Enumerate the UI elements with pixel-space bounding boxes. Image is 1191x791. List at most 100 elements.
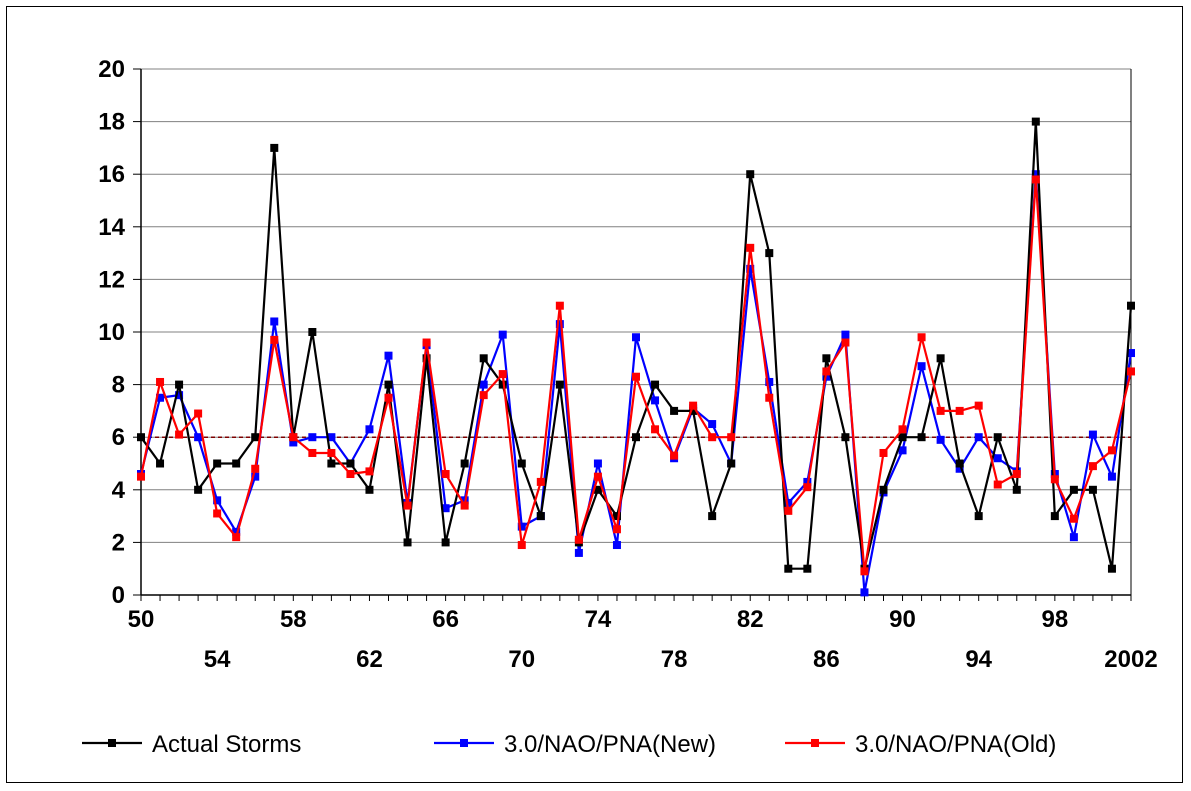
y-tick-label: 14 [98, 214, 125, 241]
data-point [441, 470, 450, 479]
data-point [593, 472, 602, 481]
data-point [232, 459, 241, 468]
data-point [251, 433, 260, 442]
data-point [1031, 175, 1040, 184]
data-point [898, 425, 907, 434]
data-point [536, 477, 545, 486]
data-point [841, 330, 850, 339]
data-point [632, 333, 640, 342]
data-point [308, 433, 317, 442]
data-point [765, 377, 774, 386]
data-point [289, 433, 298, 442]
data-point [156, 377, 165, 386]
data-point [270, 335, 279, 344]
data-point [708, 433, 717, 442]
data-point [936, 406, 945, 415]
data-point [346, 459, 355, 468]
data-point [441, 504, 450, 513]
data-point [175, 380, 184, 389]
y-tick-label: 6 [112, 424, 125, 451]
legend-swatch-marker [460, 739, 468, 747]
data-point [460, 501, 469, 510]
data-point [593, 459, 602, 468]
data-point [1127, 367, 1135, 376]
data-point [708, 420, 717, 429]
data-point [784, 506, 793, 515]
x-tick-label: 78 [661, 646, 688, 673]
data-point [251, 472, 260, 481]
legend-label: Actual Storms [152, 731, 301, 758]
data-point [308, 448, 317, 457]
data-point [194, 409, 203, 418]
data-point [498, 370, 507, 379]
data-point [765, 393, 774, 402]
data-point [689, 406, 698, 415]
data-point [860, 567, 869, 576]
data-point [365, 485, 374, 494]
data-point [708, 512, 717, 521]
data-point [479, 354, 488, 363]
legend-swatch-marker [108, 739, 116, 747]
legend-label: 3.0/NAO/PNA(New) [504, 731, 716, 758]
data-point [1069, 533, 1078, 542]
y-tick-label: 20 [98, 56, 125, 83]
data-point [784, 498, 793, 507]
data-point [651, 425, 660, 434]
y-tick-label: 16 [98, 161, 125, 188]
data-point [917, 362, 926, 371]
data-point [346, 470, 355, 479]
data-point [746, 264, 755, 273]
data-point [898, 446, 907, 455]
data-point [232, 527, 241, 536]
data-point [632, 372, 640, 381]
data-point [460, 459, 469, 468]
data-point [879, 448, 888, 457]
data-point [156, 459, 165, 468]
x-tick-label: 98 [1041, 606, 1068, 633]
data-point [232, 533, 241, 542]
tick-labels: 0 2 4 6 8 10 12 14 16 18 20 50 58 66 74 82 90 98 54 62 70 78 8… [98, 56, 1157, 673]
data-point [1012, 485, 1021, 494]
y-tick-label: 18 [98, 109, 125, 136]
data-point [860, 588, 869, 597]
data-point [1107, 446, 1116, 455]
data-point [917, 433, 926, 442]
x-tick-label: 74 [585, 606, 612, 633]
data-point [1031, 117, 1040, 126]
data-point [1069, 485, 1078, 494]
data-point [974, 401, 983, 410]
data-point [213, 496, 222, 505]
data-point [536, 512, 545, 521]
data-point [822, 367, 831, 376]
y-tick-label: 4 [112, 477, 126, 504]
data-point [365, 425, 374, 434]
data-point [612, 525, 621, 534]
data-point [270, 143, 279, 152]
x-tick-label: 82 [737, 606, 764, 633]
data-point [670, 406, 679, 415]
data-point [1088, 430, 1097, 439]
data-point [917, 333, 926, 342]
data-point [517, 522, 526, 531]
data-point [765, 249, 774, 258]
y-tick-label: 12 [98, 266, 125, 293]
data-point [1031, 170, 1040, 179]
data-point [308, 328, 317, 336]
data-point [270, 317, 279, 326]
data-point [574, 535, 583, 544]
data-point [689, 401, 698, 410]
legend-label: 3.0/NAO/PNA(Old) [855, 731, 1056, 758]
x-tick-label: 54 [204, 646, 231, 673]
data-point [555, 320, 564, 329]
data-point [955, 406, 964, 415]
data-point [213, 509, 222, 518]
data-point [936, 354, 945, 363]
data-point [1088, 462, 1097, 471]
data-point [803, 564, 812, 573]
data-point [517, 459, 526, 468]
data-point [1127, 349, 1135, 358]
legend-swatch-marker [811, 739, 819, 747]
data-point [194, 433, 203, 442]
data-point [841, 338, 850, 347]
data-point [1107, 472, 1116, 481]
